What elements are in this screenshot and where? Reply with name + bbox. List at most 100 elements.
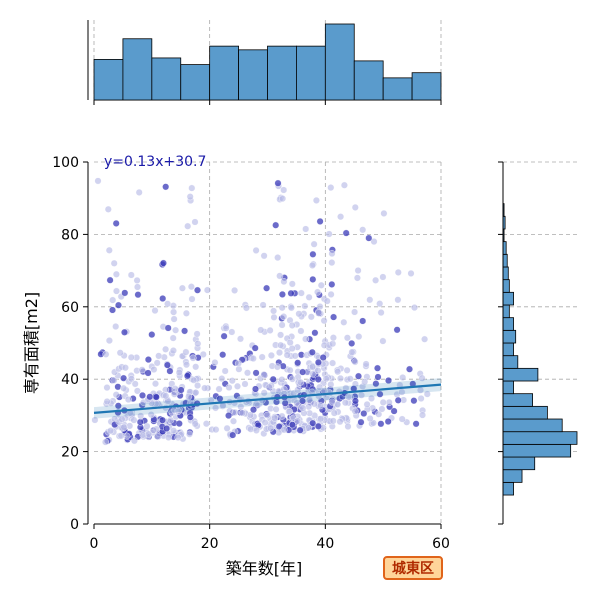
scatter-point [170, 308, 178, 316]
scatter-point [362, 360, 370, 368]
scatter-point [376, 390, 384, 398]
scatter-point [351, 203, 359, 211]
scatter-point [138, 391, 146, 399]
scatter-point [278, 412, 286, 420]
scatter-point [102, 350, 110, 358]
x-tick-label: 60 [432, 536, 450, 552]
scatter-point [103, 384, 111, 392]
scatter-point [91, 416, 99, 424]
scatter-point [297, 378, 305, 386]
scatter-point [394, 268, 402, 276]
scatter-point [302, 225, 310, 233]
y-tick-label: 20 [61, 445, 79, 461]
right-histogram [498, 161, 578, 525]
scatter-point [112, 270, 120, 278]
scatter-point [328, 250, 336, 258]
scatter-point [120, 328, 128, 336]
scatter-point [275, 423, 283, 431]
scatter-point [296, 426, 304, 434]
scatter-point [307, 313, 315, 321]
scatter-point [171, 385, 179, 393]
scatter-point [343, 366, 351, 374]
scatter-point [329, 334, 337, 342]
scatter-point [314, 367, 322, 375]
scatter-point [153, 432, 161, 440]
scatter-point [118, 415, 126, 423]
scatter-point [188, 295, 196, 303]
right-histogram-bar [502, 456, 536, 471]
scatter-point [177, 386, 185, 394]
scatter-point [366, 296, 374, 304]
scatter-point [203, 286, 211, 294]
scatter-point [328, 259, 336, 267]
scatter-point [311, 329, 319, 337]
scatter-point [380, 209, 388, 217]
scatter-point [143, 422, 151, 430]
scatter-point [124, 396, 132, 404]
scatter-point [273, 363, 281, 371]
scatter-point [366, 415, 374, 423]
scatter-point [297, 327, 305, 335]
scatter-points [91, 177, 431, 446]
scatter-point [265, 383, 273, 391]
scatter-point [368, 394, 376, 402]
scatter-point [149, 426, 157, 434]
top-histogram-bar [296, 45, 326, 101]
scatter-point [274, 254, 282, 262]
scatter-point [360, 410, 368, 418]
right-histogram-bar [502, 431, 578, 445]
scatter-point [170, 315, 178, 323]
scatter-point [164, 433, 172, 441]
scatter-point [299, 404, 307, 412]
scatter-point [159, 295, 167, 303]
scatter-point [189, 354, 197, 362]
scatter-point [320, 317, 328, 325]
scatter-point [276, 272, 284, 280]
scatter-point [341, 399, 349, 407]
scatter-point [280, 186, 288, 194]
scatter-point [287, 289, 295, 297]
top-histogram-bar [267, 45, 297, 101]
scatter-point [337, 213, 345, 221]
scatter-point [121, 289, 129, 297]
scatter-point [423, 390, 431, 398]
scatter-point [337, 374, 345, 382]
scatter-point [361, 378, 369, 386]
scatter-point [201, 384, 209, 392]
scatter-point [359, 226, 367, 234]
scatter-point [112, 287, 120, 295]
scatter-point [151, 307, 159, 315]
y-tick-label: 40 [61, 372, 79, 388]
scatter-point [270, 307, 278, 315]
scatter-point [167, 416, 175, 424]
scatter-point [327, 381, 335, 389]
scatter-point [299, 368, 307, 376]
scatter-point [104, 205, 112, 213]
scatter-point [283, 351, 291, 359]
scatter-point [114, 301, 122, 309]
scatter-point [374, 364, 382, 372]
top-histogram-bar [122, 38, 153, 101]
scatter-point [274, 179, 282, 187]
scatter-point [123, 432, 131, 440]
scatter-point [148, 331, 156, 339]
scatter-point [175, 420, 183, 428]
scatter-point [330, 409, 338, 417]
scatter-point [355, 333, 363, 341]
scatter-point [305, 403, 313, 411]
scatter-point [295, 310, 303, 318]
scatter-point [159, 259, 167, 267]
y-axis-label: 専有面積[m2] [22, 292, 41, 394]
right-histogram-bar [502, 304, 510, 319]
x-tick-label: 40 [316, 536, 334, 552]
scatter-point [184, 222, 192, 230]
scatter-point [229, 417, 237, 425]
scatter-point [187, 283, 195, 291]
scatter-point [357, 418, 365, 426]
scatter-point [344, 423, 352, 431]
scatter-point [191, 218, 199, 226]
scatter-point [147, 411, 155, 419]
right-histogram-bar [502, 355, 519, 369]
right-histogram-bar [502, 393, 534, 407]
scatter-point [406, 365, 414, 373]
